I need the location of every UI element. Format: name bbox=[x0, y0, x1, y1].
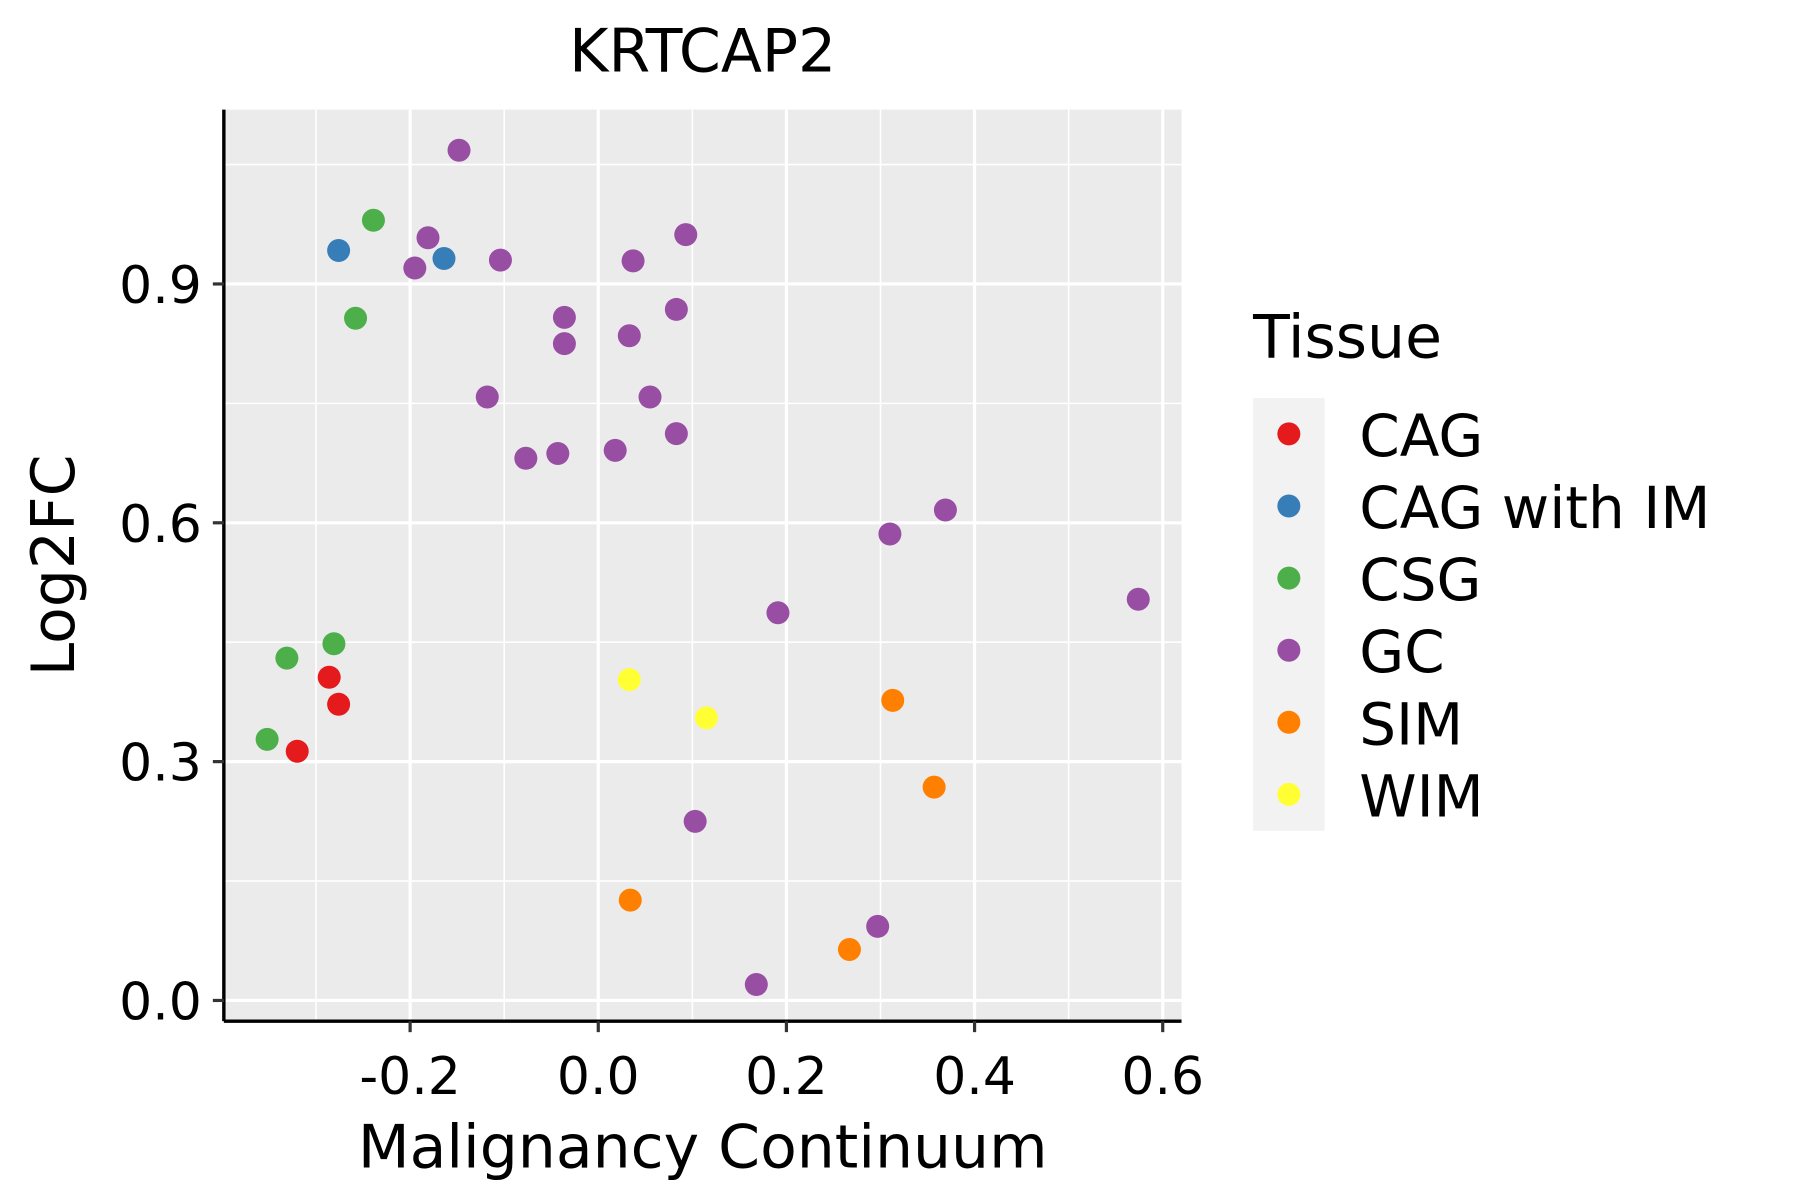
data-point bbox=[432, 246, 456, 270]
legend-keys-background bbox=[1253, 398, 1325, 831]
data-point bbox=[546, 442, 570, 466]
legend-item: SIM bbox=[1277, 690, 1463, 758]
data-point bbox=[416, 226, 440, 250]
x-axis-ticks: -0.2 0.0 0.2 0.4 0.6 bbox=[359, 1021, 1204, 1107]
y-tick-label: 0.9 bbox=[119, 256, 202, 316]
data-point bbox=[344, 306, 368, 330]
data-point bbox=[878, 522, 902, 546]
legend-label: WIM bbox=[1359, 762, 1484, 830]
x-tick-label: -0.2 bbox=[359, 1047, 460, 1107]
legend-label: CAG bbox=[1359, 402, 1483, 470]
data-point bbox=[327, 692, 351, 716]
legend-item: CSG bbox=[1277, 546, 1481, 614]
data-point bbox=[621, 249, 645, 273]
legend-label: CAG with IM bbox=[1359, 474, 1710, 542]
data-point bbox=[881, 688, 905, 712]
legend-label: SIM bbox=[1359, 690, 1463, 758]
data-point bbox=[674, 223, 698, 247]
data-point bbox=[488, 248, 512, 272]
data-points bbox=[255, 138, 1150, 997]
data-point bbox=[447, 138, 471, 162]
data-point bbox=[683, 809, 707, 833]
legend-item: CAG bbox=[1277, 402, 1483, 470]
data-point bbox=[1126, 587, 1150, 611]
data-point bbox=[603, 438, 627, 462]
legend-key-marker bbox=[1277, 782, 1301, 806]
data-point bbox=[866, 914, 890, 938]
data-point bbox=[617, 668, 641, 692]
data-point bbox=[837, 938, 861, 962]
data-point bbox=[694, 706, 718, 730]
data-point bbox=[255, 727, 279, 751]
data-point bbox=[638, 385, 662, 409]
legend-item: WIM bbox=[1277, 762, 1484, 830]
data-point bbox=[618, 888, 642, 912]
y-tick-label: 0.0 bbox=[119, 972, 202, 1032]
data-point bbox=[552, 305, 576, 329]
data-point bbox=[317, 665, 341, 689]
x-tick-label: 0.4 bbox=[933, 1047, 1016, 1107]
data-point bbox=[766, 601, 790, 625]
y-tick-label: 0.3 bbox=[119, 734, 202, 794]
data-point bbox=[285, 739, 309, 763]
chart-title: KRTCAP2 bbox=[569, 17, 836, 87]
legend-key-marker bbox=[1277, 638, 1301, 662]
data-point bbox=[922, 775, 946, 799]
data-point bbox=[322, 632, 346, 656]
data-point bbox=[664, 422, 688, 446]
y-axis-title: Log2FC bbox=[19, 455, 89, 677]
data-point bbox=[617, 324, 641, 348]
x-tick-label: 0.0 bbox=[557, 1047, 640, 1107]
data-point bbox=[552, 332, 576, 356]
legend-key-marker bbox=[1277, 494, 1301, 518]
x-axis-title: Malignancy Continuum bbox=[358, 1113, 1048, 1183]
x-tick-label: 0.6 bbox=[1121, 1047, 1204, 1107]
legend-key-marker bbox=[1277, 710, 1301, 734]
legend-key-marker bbox=[1277, 422, 1301, 446]
grid-major bbox=[223, 109, 1182, 1022]
y-tick-label: 0.6 bbox=[119, 495, 202, 555]
data-point bbox=[664, 297, 688, 321]
x-tick-label: 0.2 bbox=[745, 1047, 828, 1107]
plot-panel bbox=[223, 109, 1182, 1022]
data-point bbox=[403, 256, 427, 280]
legend-label: GC bbox=[1359, 618, 1444, 686]
data-point bbox=[361, 208, 385, 232]
legend-item: GC bbox=[1277, 618, 1445, 686]
legend-item: CAG with IM bbox=[1277, 474, 1710, 542]
legend-title: Tissue bbox=[1252, 303, 1442, 373]
data-point bbox=[275, 646, 299, 670]
data-point bbox=[475, 385, 499, 409]
data-point bbox=[933, 498, 957, 522]
legend-key-marker bbox=[1277, 566, 1301, 590]
data-point bbox=[514, 446, 538, 470]
legend-label: CSG bbox=[1359, 546, 1481, 614]
data-point bbox=[744, 973, 768, 997]
data-point bbox=[327, 239, 351, 263]
y-axis-ticks: 0.0 0.3 0.6 0.9 bbox=[119, 256, 224, 1032]
